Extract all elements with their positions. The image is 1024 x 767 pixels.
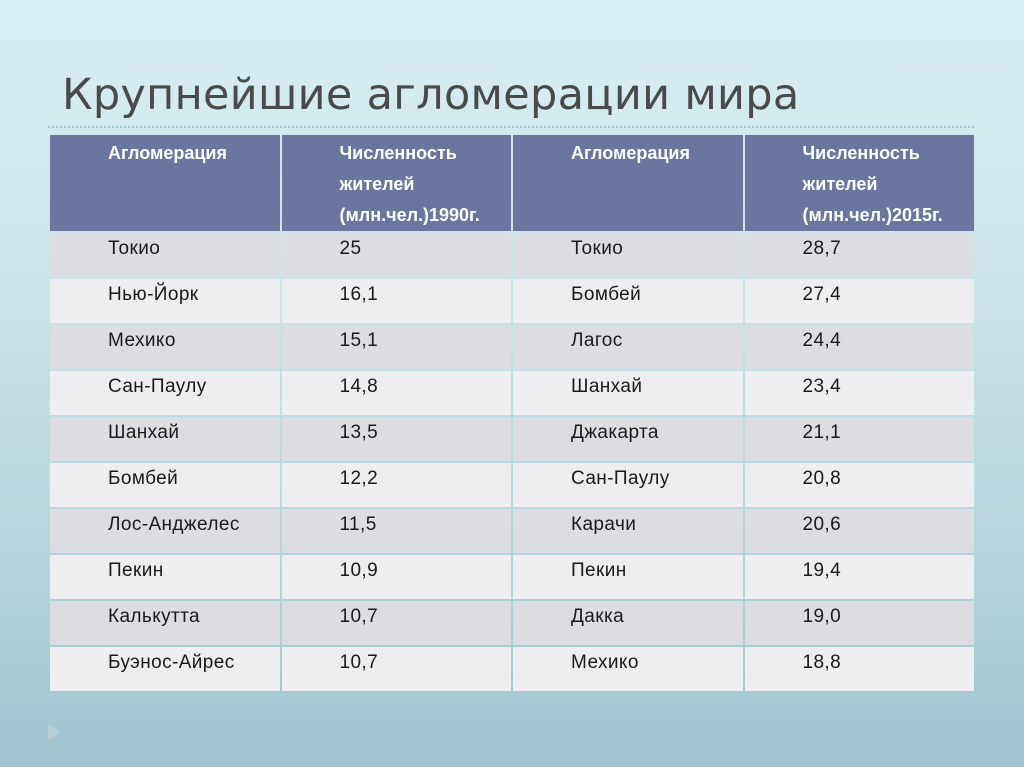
table-row: Буэнос-Айрес 10,7 Мехико 18,8	[50, 647, 974, 691]
population-2015: 20,8	[744, 463, 974, 507]
city-2015: Шанхай	[513, 371, 743, 415]
agglomerations-table: Агломерация Численность жителей (млн.чел…	[48, 133, 976, 693]
header-agglomeration-1990: Агломерация	[50, 135, 280, 231]
city-1990: Бомбей	[50, 463, 280, 507]
population-1990: 15,1	[281, 325, 511, 369]
population-2015: 24,4	[744, 325, 974, 369]
table-row: Нью-Йорк 16,1 Бомбей 27,4	[50, 279, 974, 323]
table-row: Калькутта 10,7 Дакка 19,0	[50, 601, 974, 645]
population-2015: 20,6	[744, 509, 974, 553]
table-row: Шанхай 13,5 Джакарта 21,1	[50, 417, 974, 461]
population-2015: 21,1	[744, 417, 974, 461]
city-2015: Бомбей	[513, 279, 743, 323]
table-row: Мехико 15,1 Лагос 24,4	[50, 325, 974, 369]
city-1990: Буэнос-Айрес	[50, 647, 280, 691]
city-1990: Пекин	[50, 555, 280, 599]
population-1990: 16,1	[281, 279, 511, 323]
city-1990: Мехико	[50, 325, 280, 369]
table-row: Сан-Паулу 14,8 Шанхай 23,4	[50, 371, 974, 415]
population-1990: 12,2	[281, 463, 511, 507]
population-1990: 14,8	[281, 371, 511, 415]
population-1990: 11,5	[281, 509, 511, 553]
city-2015: Сан-Паулу	[513, 463, 743, 507]
city-2015: Дакка	[513, 601, 743, 645]
table-row: Токио 25 Токио 28,7	[50, 233, 974, 277]
table-row: Пекин 10,9 Пекин 19,4	[50, 555, 974, 599]
city-2015: Лагос	[513, 325, 743, 369]
population-1990: 10,9	[281, 555, 511, 599]
city-1990: Лос-Анджелес	[50, 509, 280, 553]
population-1990: 25	[281, 233, 511, 277]
population-2015: 18,8	[744, 647, 974, 691]
population-2015: 23,4	[744, 371, 974, 415]
city-1990: Шанхай	[50, 417, 280, 461]
city-1990: Нью-Йорк	[50, 279, 280, 323]
population-2015: 27,4	[744, 279, 974, 323]
table-row: Лос-Анджелес 11,5 Карачи 20,6	[50, 509, 974, 553]
table-header-row: Агломерация Численность жителей (млн.чел…	[50, 135, 974, 231]
city-2015: Мехико	[513, 647, 743, 691]
title-divider	[48, 126, 974, 128]
city-1990: Калькутта	[50, 601, 280, 645]
city-1990: Токио	[50, 233, 280, 277]
table-row: Бомбей 12,2 Сан-Паулу 20,8	[50, 463, 974, 507]
play-icon[interactable]	[48, 723, 61, 741]
header-population-1990: Численность жителей (млн.чел.)1990г.	[281, 135, 511, 231]
population-2015: 28,7	[744, 233, 974, 277]
city-2015: Карачи	[513, 509, 743, 553]
header-agglomeration-2015: Агломерация	[513, 135, 743, 231]
city-2015: Джакарта	[513, 417, 743, 461]
city-2015: Пекин	[513, 555, 743, 599]
city-1990: Сан-Паулу	[50, 371, 280, 415]
slide-title: Крупнейшие агломерации мира	[62, 70, 800, 120]
city-2015: Токио	[513, 233, 743, 277]
population-2015: 19,4	[744, 555, 974, 599]
header-population-2015: Численность жителей (млн.чел.)2015г.	[744, 135, 974, 231]
population-1990: 10,7	[281, 647, 511, 691]
population-1990: 13,5	[281, 417, 511, 461]
population-2015: 19,0	[744, 601, 974, 645]
population-1990: 10,7	[281, 601, 511, 645]
